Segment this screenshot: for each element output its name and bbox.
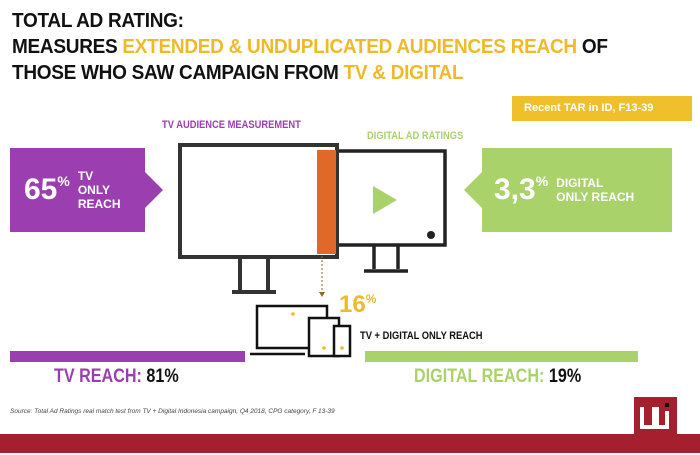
green-arrow bbox=[464, 172, 482, 208]
tv-only-label: TV ONLY REACH bbox=[77, 169, 121, 211]
digital-only-label: DIGITAL ONLY REACH bbox=[556, 176, 635, 204]
tv-audience-label: TV AUDIENCE MEASUREMENT bbox=[162, 119, 301, 131]
logo-icon bbox=[640, 403, 669, 429]
digital-only-reach-box: 3,3% DIGITAL ONLY REACH bbox=[482, 148, 672, 232]
tv-only-value: 65% bbox=[24, 173, 70, 206]
purple-arrow bbox=[145, 172, 163, 208]
tv-reach-bar bbox=[10, 351, 245, 362]
footer-band bbox=[0, 434, 700, 453]
digital-ad-label: DIGITAL AD RATINGS bbox=[367, 130, 464, 142]
title-line-3: THOSE WHO SAW CAMPAIGN FROM TV & DIGITAL bbox=[12, 62, 464, 84]
tv-monitor-icon bbox=[178, 143, 339, 294]
brand-logo bbox=[634, 397, 677, 450]
play-icon bbox=[373, 186, 397, 214]
source-note: Source: Total Ad Ratings real match test… bbox=[10, 408, 335, 415]
title-line-1: TOTAL AD RATING: bbox=[12, 10, 184, 32]
overlap-label: TV + DIGITAL ONLY REACH bbox=[360, 330, 483, 342]
title-line-2: MEASURES EXTENDED & UNDUPLICATED AUDIENC… bbox=[12, 36, 608, 58]
slide-title: TOTAL AD RATING: MEASURES EXTENDED & UND… bbox=[12, 8, 608, 86]
devices-icon bbox=[250, 304, 352, 358]
overlap-bar bbox=[317, 150, 336, 254]
digital-reach-bar bbox=[365, 351, 638, 362]
digital-reach: DIGITAL REACH: 19% bbox=[414, 366, 582, 387]
overlap-value: 16% bbox=[339, 291, 377, 318]
tv-reach: TV REACH: 81% bbox=[54, 366, 179, 387]
digital-only-value: 3,3% bbox=[494, 173, 549, 206]
recent-tar-badge: Recent TAR in ID, F13-39 bbox=[512, 96, 692, 121]
tv-only-reach-box: 65% TV ONLY REACH bbox=[10, 148, 145, 232]
